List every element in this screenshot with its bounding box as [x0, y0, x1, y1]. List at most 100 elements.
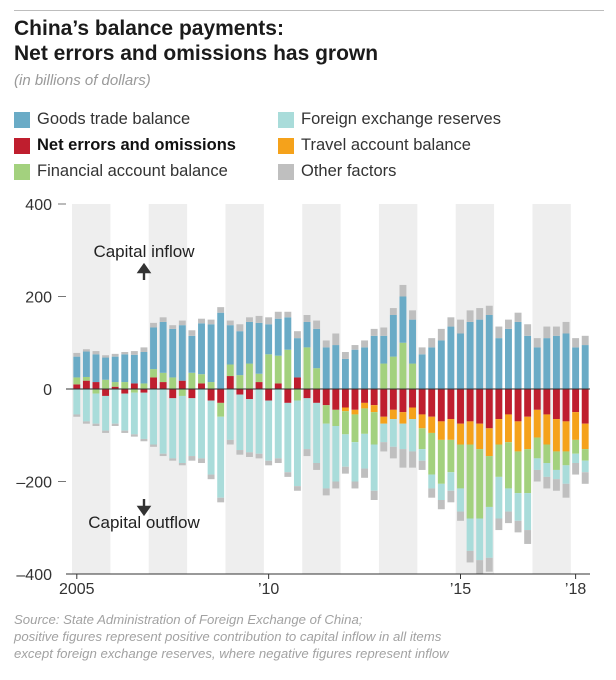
- bar-other: [495, 518, 503, 531]
- bar-other: [111, 423, 119, 426]
- bar-other: [226, 439, 234, 445]
- bar-reserves: [351, 442, 359, 482]
- bar-travel: [447, 419, 455, 440]
- bar-other: [313, 320, 321, 329]
- bar-reserves: [437, 483, 445, 500]
- bar-other: [332, 481, 340, 489]
- bar-travel: [409, 407, 416, 420]
- bar-other: [505, 319, 512, 329]
- bar-other: [82, 349, 90, 352]
- bar-other: [524, 530, 532, 544]
- bar-financial: [572, 439, 580, 454]
- bar-financial: [428, 432, 436, 475]
- bar-other: [293, 331, 301, 339]
- bar-reserves: [111, 389, 119, 424]
- bar-goods: [188, 335, 196, 373]
- down-arrow-icon: [136, 499, 152, 517]
- bar-travel: [361, 402, 369, 409]
- bar-goods: [121, 354, 129, 383]
- bar-financial: [178, 389, 186, 396]
- bar-goods: [284, 317, 292, 350]
- bar-errors: [73, 384, 81, 390]
- bar-reserves: [524, 493, 532, 531]
- bar-other: [533, 469, 541, 482]
- bar-goods: [505, 328, 512, 390]
- bar-other: [389, 446, 397, 459]
- bar-other: [169, 458, 177, 461]
- bar-errors: [485, 389, 493, 429]
- bar-other: [437, 500, 445, 510]
- legend-label-errors: Net errors and omissions: [37, 136, 236, 154]
- bar-reserves: [485, 506, 493, 558]
- bar-other: [313, 463, 321, 470]
- bar-travel: [457, 423, 464, 445]
- bar-errors: [284, 389, 292, 403]
- bar-other: [140, 438, 148, 442]
- legend-swatch-errors: [14, 137, 30, 154]
- bar-errors: [82, 380, 90, 389]
- bar-other: [581, 472, 589, 484]
- bar-other: [341, 466, 349, 474]
- bar-other: [447, 490, 455, 503]
- bar-other: [121, 352, 129, 355]
- bar-other: [226, 320, 234, 326]
- bar-errors: [159, 382, 167, 389]
- bar-travel: [370, 405, 378, 413]
- bar-reserves: [380, 423, 388, 443]
- bar-goods: [543, 338, 551, 390]
- bar-errors: [543, 389, 551, 415]
- bar-errors: [255, 382, 263, 389]
- bar-errors: [217, 389, 225, 403]
- bar-errors: [457, 389, 464, 424]
- bar-errors: [562, 389, 570, 422]
- bar-other: [428, 338, 436, 348]
- bar-errors: [370, 389, 378, 406]
- bar-travel: [524, 416, 532, 450]
- bar-goods: [332, 345, 340, 389]
- bar-other: [370, 328, 378, 336]
- bar-reserves: [313, 402, 321, 464]
- bar-other: [159, 317, 167, 322]
- bar-other: [140, 347, 148, 353]
- bar-reserves: [255, 389, 263, 454]
- bar-goods: [524, 335, 532, 389]
- bar-financial: [552, 451, 560, 470]
- bar-other: [217, 307, 225, 313]
- bar-errors: [514, 389, 522, 422]
- bar-travel: [485, 428, 493, 457]
- bar-errors: [150, 377, 157, 389]
- bar-travel: [428, 416, 436, 433]
- bar-other: [409, 310, 416, 320]
- bar-travel: [437, 421, 445, 440]
- bar-financial: [274, 355, 282, 384]
- bar-goods: [533, 347, 541, 390]
- bar-other: [265, 317, 273, 325]
- bar-errors: [447, 389, 455, 420]
- bar-errors: [466, 389, 474, 422]
- source-line-3: except foreign exchange reserves, where …: [14, 646, 449, 661]
- bar-other: [466, 310, 474, 322]
- bar-errors: [495, 389, 503, 420]
- legend-label-travel: Travel account balance: [301, 136, 471, 154]
- bar-other: [351, 481, 359, 489]
- bar-travel: [476, 423, 484, 450]
- bar-other: [361, 468, 369, 478]
- bar-other: [150, 322, 157, 328]
- bar-other: [562, 321, 570, 334]
- bar-financial: [198, 374, 205, 384]
- bar-goods: [341, 358, 349, 389]
- bar-other: [255, 453, 263, 459]
- bar-other: [399, 284, 407, 297]
- bar-reserves: [82, 389, 90, 422]
- bar-errors: [92, 382, 100, 389]
- bar-other: [284, 472, 292, 477]
- bar-errors: [236, 389, 244, 395]
- bar-errors: [428, 389, 436, 417]
- bar-travel: [505, 414, 512, 443]
- bar-other: [572, 338, 580, 348]
- bar-financial: [73, 377, 81, 385]
- bar-financial: [514, 451, 522, 494]
- bar-financial: [140, 383, 148, 389]
- bar-errors: [505, 389, 512, 415]
- bar-other: [476, 560, 484, 575]
